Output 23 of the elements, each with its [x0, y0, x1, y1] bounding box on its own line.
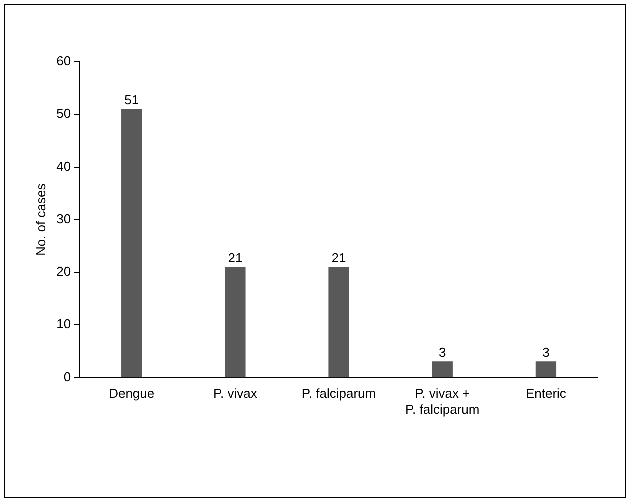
y-tick-label: 20	[56, 264, 72, 280]
x-tick-label: P. vivax + P. falciparum	[406, 386, 480, 417]
data-label: 3	[542, 345, 550, 360]
y-tick-label: 50	[56, 106, 72, 122]
bar	[225, 266, 246, 378]
y-tick-label: 30	[56, 211, 72, 226]
bar	[432, 362, 453, 378]
y-tick-label: 40	[56, 158, 72, 174]
y-axis-title: No. of cases	[33, 183, 48, 256]
y-tick-label: 60	[56, 54, 72, 69]
x-tick-label: P. vivax	[214, 386, 258, 402]
data-label: 21	[228, 250, 243, 266]
x-tick-label: Enteric	[526, 386, 567, 402]
bar	[328, 266, 350, 378]
y-tick-label: 10	[56, 316, 72, 332]
bar	[536, 362, 557, 378]
bar	[122, 109, 142, 378]
x-tick-label: P. falciparum	[302, 386, 376, 402]
x-tick-label: Dengue	[109, 386, 155, 402]
data-label: 3	[439, 345, 446, 360]
y-tick-label: 0	[64, 369, 72, 384]
data-label: 21	[332, 250, 346, 266]
data-label: 51	[124, 92, 140, 108]
